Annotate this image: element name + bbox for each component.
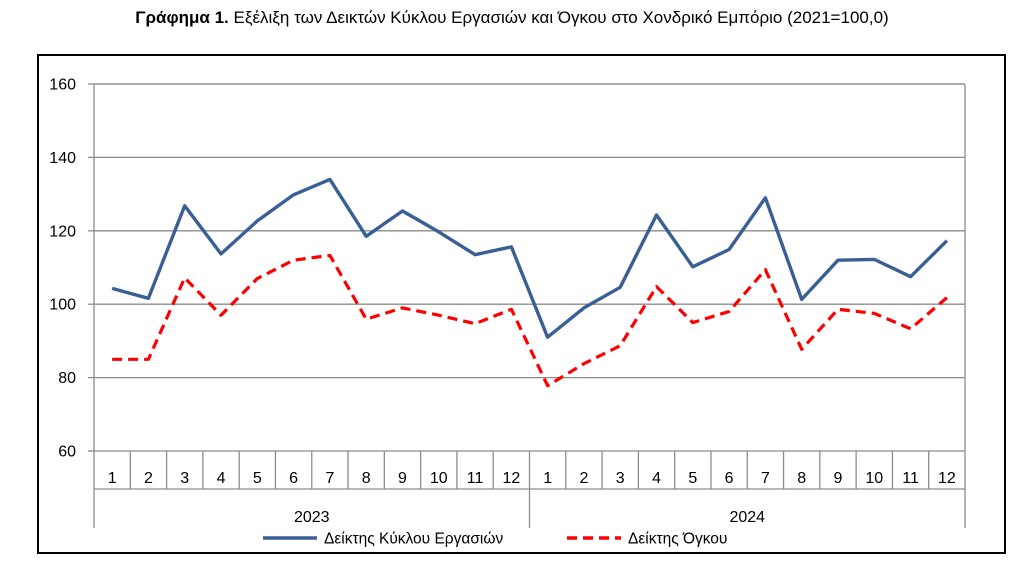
data-point [511,246,512,247]
x-tick-label: 9 [834,470,843,487]
chart-frame [37,54,1006,554]
series-line-1 [111,177,949,339]
data-point [293,194,294,195]
data-point [946,297,947,298]
legend-label-2: Δείκτης Όγκου [628,531,727,548]
data-point [692,266,693,267]
data-point [220,253,221,254]
chart-title-prefix: Γράφημα 1. [135,8,229,27]
data-point [148,359,149,360]
data-point [148,298,149,299]
x-tick-label: 4 [217,470,226,487]
x-tick-label: 7 [761,470,770,487]
data-point [801,349,802,350]
x-tick-label: 11 [902,470,919,487]
data-point [511,309,512,310]
data-point [329,179,330,180]
x-tick-label: 3 [180,470,189,487]
data-point [583,307,584,308]
series-lines [111,177,949,388]
data-point [910,276,911,277]
y-tick-label: 160 [49,77,76,94]
x-tick-label: 12 [938,470,956,487]
data-point [620,345,621,346]
data-point [910,328,911,329]
data-point [438,231,439,232]
data-point [438,315,439,316]
x-tick-label: 1 [108,470,117,487]
data-point [656,214,657,215]
data-point [837,260,838,261]
series-points [112,179,948,386]
y-tick-label: 80 [58,370,76,387]
data-point [765,269,766,270]
x-tick-label: 2 [579,470,588,487]
y-tick-label: 60 [58,444,76,461]
legend-label-1: Δείκτης Κύκλου Εργασιών [324,531,503,548]
data-point [112,288,113,289]
data-point [329,255,330,256]
data-point [184,277,185,278]
data-point [801,299,802,300]
data-point [692,322,693,323]
data-point [474,254,475,255]
x-tick-label: 6 [289,470,298,487]
data-point [293,260,294,261]
x-tick-label: 11 [467,470,484,487]
data-point [402,307,403,308]
data-point [946,240,947,241]
data-point [874,313,875,314]
data-point [220,315,221,316]
data-point [620,287,621,288]
legend: Δείκτης Κύκλου Εργασιών Δείκτης Όγκου [263,531,727,548]
year-label-2023: 2023 [294,509,330,526]
data-point [402,210,403,211]
data-point [366,236,367,237]
x-tick-label: 10 [865,470,883,487]
x-tick-label: 6 [725,470,734,487]
x-tick-label: 1 [543,470,552,487]
data-point [729,249,730,250]
data-point [547,337,548,338]
data-point [729,311,730,312]
x-tick-label: 2 [144,470,153,487]
x-tick-label: 10 [430,470,448,487]
data-point [184,205,185,206]
data-point [257,220,258,221]
axes [88,83,966,528]
x-tick-label: 8 [362,470,371,487]
x-tick-label: 5 [688,470,697,487]
data-point [547,385,548,386]
y-tick-label: 120 [49,223,76,240]
data-point [837,309,838,310]
y-tick-label: 100 [49,297,76,314]
y-tick-label: 140 [49,150,76,167]
x-tick-label: 8 [797,470,806,487]
data-point [257,278,258,279]
data-point [656,286,657,287]
gridlines [94,83,965,379]
x-tick-label: 5 [253,470,262,487]
data-point [583,363,584,364]
data-point [366,319,367,320]
x-tick-label: 4 [652,470,661,487]
data-point [112,359,113,360]
x-tick-label: 12 [502,470,520,487]
year-label-2024: 2024 [729,509,765,526]
data-point [874,259,875,260]
chart-title: Γράφημα 1. Εξέλιξη των Δεικτών Κύκλου Ερ… [0,8,1024,28]
data-point [474,323,475,324]
x-tick-label: 7 [325,470,334,487]
x-tick-label: 9 [398,470,407,487]
chart-title-text: Εξέλιξη των Δεικτών Κύκλου Εργασιών και … [233,8,889,27]
series-line-2 [112,253,948,388]
x-tick-label: 3 [616,470,625,487]
data-point [765,197,766,198]
